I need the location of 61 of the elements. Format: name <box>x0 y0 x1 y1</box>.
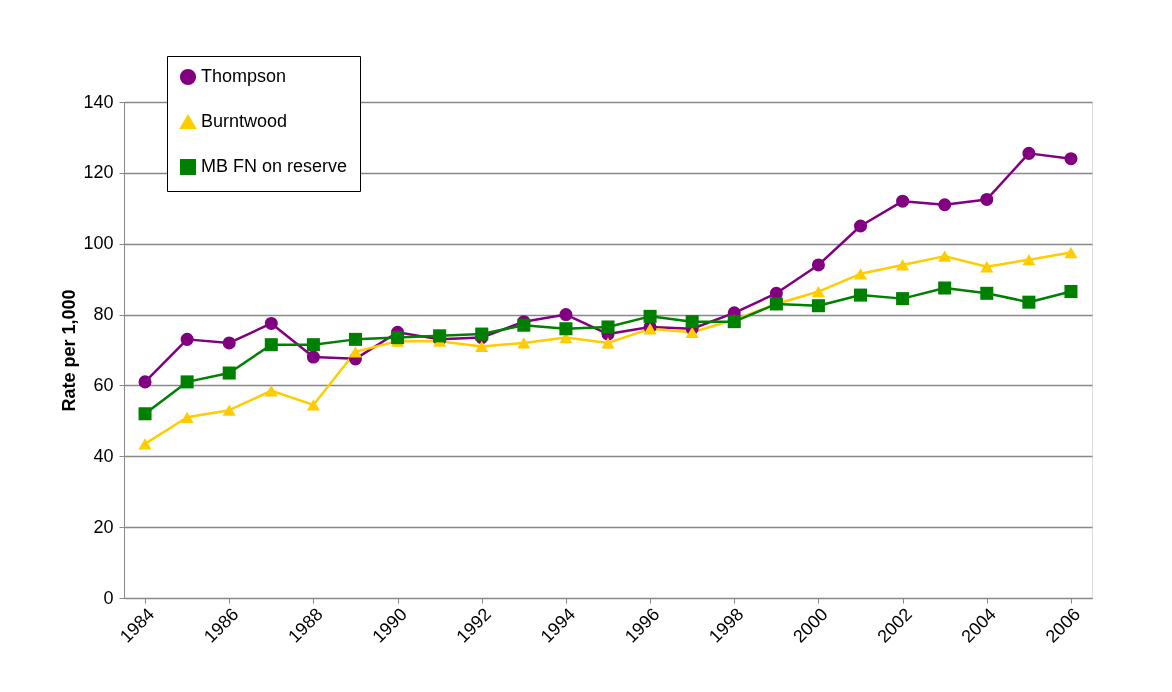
point <box>896 292 910 306</box>
point <box>980 261 994 273</box>
point <box>980 192 994 206</box>
point <box>138 438 152 450</box>
point <box>601 337 615 349</box>
point <box>938 198 952 212</box>
point <box>180 411 194 423</box>
legend-label: Thompson <box>201 66 287 86</box>
point <box>348 332 362 346</box>
point <box>811 285 825 298</box>
point <box>391 331 405 345</box>
point <box>980 286 994 300</box>
point <box>559 322 573 336</box>
point <box>896 194 910 208</box>
point <box>517 337 531 349</box>
point <box>1022 295 1036 309</box>
y-tick-label: 60 <box>93 374 114 395</box>
point <box>811 258 825 272</box>
point <box>306 399 320 411</box>
point <box>348 346 362 358</box>
y-tick-label: 40 <box>93 445 114 466</box>
point <box>685 315 699 329</box>
point <box>264 385 278 397</box>
y-axis-title: Rate per 1,000 <box>59 289 80 412</box>
point <box>222 366 236 380</box>
point <box>180 332 194 346</box>
point <box>601 320 615 334</box>
point <box>1022 146 1036 160</box>
point <box>854 219 868 233</box>
point <box>1064 152 1078 166</box>
point <box>1022 254 1036 266</box>
legend-label: Burntwood <box>201 111 288 131</box>
point <box>811 299 825 313</box>
point <box>1064 246 1078 259</box>
legend-label: MB FN on reserve <box>201 156 348 176</box>
point <box>559 308 573 322</box>
point <box>854 268 868 280</box>
point <box>938 250 952 262</box>
point <box>896 259 910 271</box>
point <box>264 316 278 330</box>
y-tick-label: 0 <box>103 587 114 608</box>
point <box>138 375 152 389</box>
point <box>306 338 320 352</box>
point <box>180 375 194 389</box>
point <box>685 326 699 338</box>
point <box>1064 285 1078 299</box>
y-tick-label: 100 <box>83 233 114 254</box>
y-tick-label: 20 <box>93 516 114 537</box>
y-tick-label: 140 <box>83 91 114 112</box>
point <box>643 309 657 323</box>
point <box>938 281 952 295</box>
point <box>222 336 236 350</box>
point <box>138 407 152 421</box>
point <box>475 327 489 341</box>
y-tick-label: 120 <box>83 162 114 183</box>
y-tick-label: 80 <box>93 304 114 325</box>
point <box>475 340 489 353</box>
point <box>222 404 236 416</box>
point <box>306 350 320 364</box>
point <box>264 338 278 352</box>
point <box>854 288 868 302</box>
